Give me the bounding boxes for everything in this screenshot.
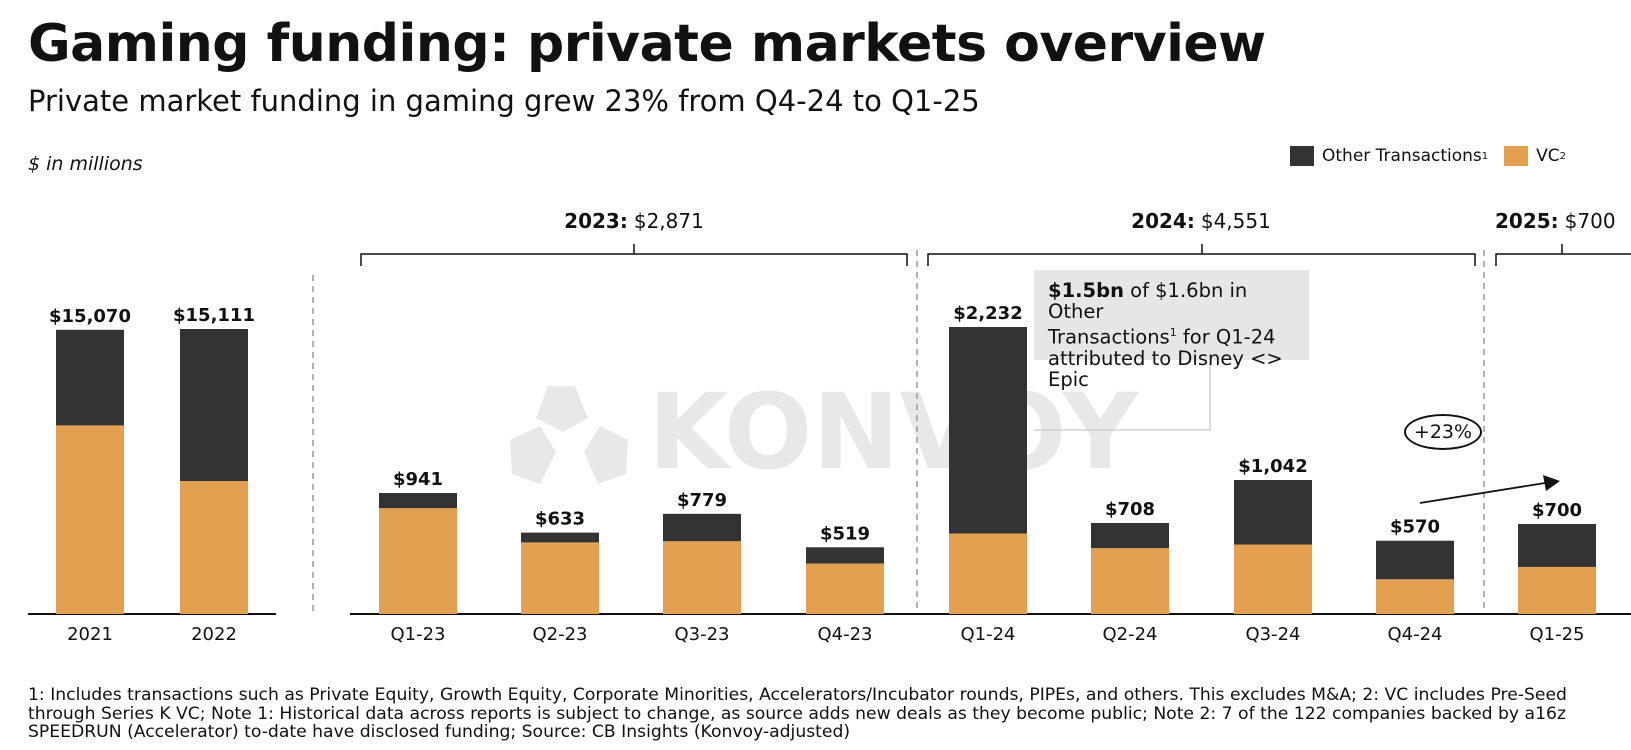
callout-bold: $1.5bn: [1048, 279, 1124, 302]
callout-line2-sup: 1: [1169, 326, 1177, 339]
bar-Q1-24-other: [949, 327, 1027, 534]
group-label-2024: 2024: $4,551: [1131, 209, 1271, 233]
bar-Q3-23-vc: [663, 541, 741, 614]
data-label-Q1-23: $941: [393, 469, 443, 490]
bar-Q2-24-other: [1091, 522, 1169, 549]
bar-Q1-25-other: [1518, 523, 1596, 567]
group-total-2025: $700: [1565, 209, 1616, 233]
group-year-2025: 2025:: [1495, 209, 1559, 233]
bar-Q4-23-vc: [806, 563, 884, 614]
watermark-text: KONVOY: [648, 371, 1140, 493]
bar-2022-vc: [180, 481, 248, 614]
legend-item-other: Other Transactions 1: [1290, 146, 1488, 166]
tick-label-2022: 2022: [191, 624, 237, 645]
bar-Q2-24-vc: [1091, 548, 1169, 614]
legend-sup-vc: 2: [1559, 150, 1567, 162]
legend-swatch-vc: [1504, 146, 1529, 166]
bar-Q2-23-other: [521, 532, 599, 543]
tick-label-Q2-24: Q2-24: [1102, 624, 1157, 645]
callout-line2a: Transactions: [1048, 325, 1170, 349]
bar-Q4-24-other: [1376, 540, 1454, 580]
bar-Q1-25-vc: [1518, 566, 1596, 614]
page-title: Gaming funding: private markets overview: [28, 14, 1266, 74]
legend-label-other: Other Transactions: [1322, 146, 1482, 166]
data-label-2021: $15,070: [49, 306, 131, 327]
bar-Q1-23-other: [379, 493, 457, 509]
units-label: $ in millions: [28, 153, 143, 175]
tick-label-Q4-23: Q4-23: [817, 624, 872, 645]
bar-2021-other: [56, 329, 124, 426]
callout-connector: [1028, 362, 1211, 431]
bars: $15,070 2021 $15,111 2022 $941 Q1-23 $633 Q2-23…: [49, 303, 1596, 645]
tick-label-Q1-24: Q1-24: [960, 624, 1015, 645]
tick-label-Q1-23: Q1-23: [390, 624, 445, 645]
legend-swatch-other: [1290, 146, 1314, 166]
data-label-Q4-23: $519: [820, 523, 870, 544]
data-label-Q3-23: $779: [677, 490, 727, 511]
group-total-2024: $4,551: [1201, 209, 1271, 233]
callout-box: $1.5bn of $1.6bn in Other Transactions1 …: [1034, 270, 1309, 390]
brace-2023: [360, 244, 908, 266]
data-label-Q1-25: $700: [1532, 500, 1582, 521]
bar-2021-vc: [56, 425, 124, 614]
watermark: KONVOY: [510, 371, 1140, 493]
brace-2025: [1495, 244, 1631, 266]
data-label-2022: $15,111: [173, 305, 255, 326]
group-year-2024: 2024:: [1131, 209, 1195, 233]
growth-badge: +23%: [1404, 414, 1482, 450]
tick-label-Q3-24: Q3-24: [1245, 624, 1300, 645]
bar-Q3-24-vc: [1234, 544, 1312, 614]
callout-line1: of $1.6bn in Other: [1048, 279, 1248, 323]
tick-label-Q4-24: Q4-24: [1387, 624, 1442, 645]
legend-item-vc: VC 2: [1504, 146, 1566, 166]
legend-label-vc: VC: [1536, 146, 1560, 166]
brace-2024: [927, 244, 1476, 266]
legend: Other Transactions 1 VC 2: [1290, 146, 1582, 166]
footnote: 1: Includes transactions such as Private…: [28, 685, 1567, 742]
legend-sup-other: 1: [1481, 150, 1489, 162]
tick-label-Q2-23: Q2-23: [532, 624, 587, 645]
tick-label-Q1-25: Q1-25: [1529, 624, 1584, 645]
group-label-2023: 2023: $2,871: [564, 209, 704, 233]
group-label-2025: 2025: $700: [1495, 209, 1616, 233]
bar-Q3-24-other: [1234, 480, 1312, 545]
group-year-2023: 2023:: [564, 209, 628, 233]
watermark-logo-icon: [510, 386, 628, 484]
callout-line2b: for Q1-24: [1176, 325, 1276, 349]
data-label-Q4-24: $570: [1390, 517, 1440, 538]
bar-2022-other: [180, 329, 248, 482]
bar-Q3-23-other: [663, 513, 741, 542]
chart: KONVOY 2023: $2,871 2024: $4,551 2025: $700…: [28, 209, 1631, 645]
data-label-Q2-23: $633: [535, 509, 585, 530]
group-total-2023: $2,871: [634, 209, 704, 233]
tick-label-2021: 2021: [67, 624, 113, 645]
bar-Q4-23-other: [806, 547, 884, 564]
tick-label-Q3-23: Q3-23: [674, 624, 729, 645]
data-label-Q2-24: $708: [1105, 499, 1155, 520]
callout-line3: attributed to Disney <> Epic: [1048, 346, 1283, 391]
page-subtitle: Private market funding in gaming grew 23…: [28, 84, 980, 118]
bar-Q1-24-vc: [949, 533, 1027, 614]
bar-Q1-23-vc: [379, 508, 457, 614]
data-label-Q3-24: $1,042: [1238, 456, 1307, 477]
data-label-Q1-24: $2,232: [953, 303, 1022, 324]
growth-arrow: [1419, 475, 1560, 504]
bar-Q2-23-vc: [521, 542, 599, 614]
bar-Q4-24-vc: [1376, 579, 1454, 614]
